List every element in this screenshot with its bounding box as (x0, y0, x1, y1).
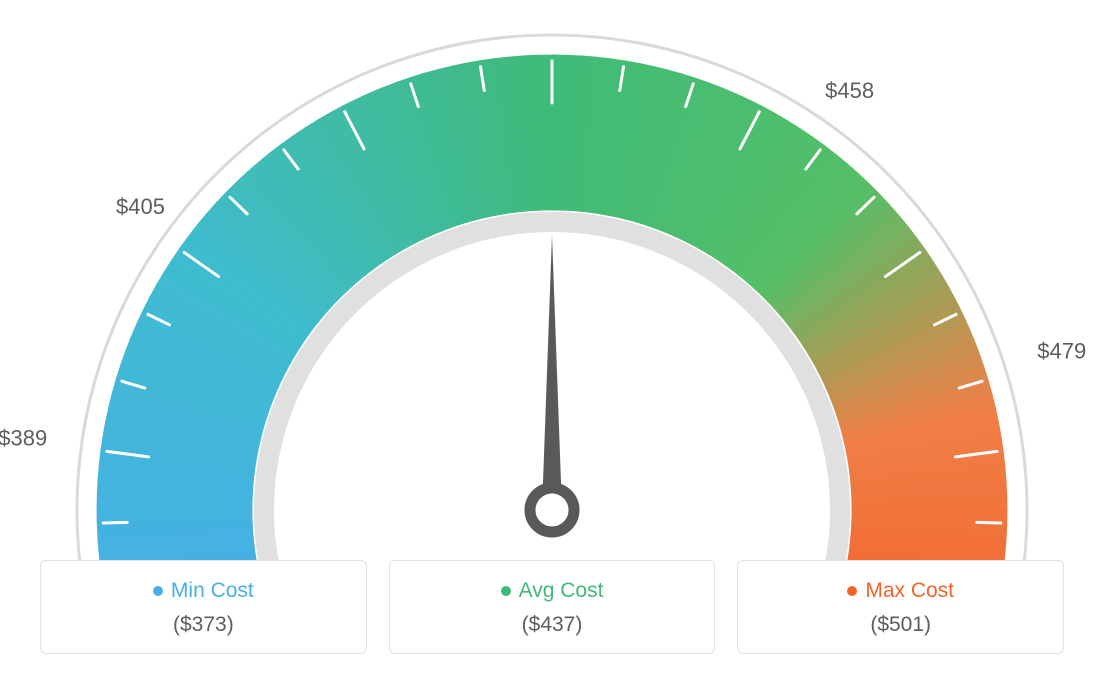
legend-title-line: Avg Cost (400, 579, 705, 603)
legend-title-line: Max Cost (748, 579, 1053, 603)
legend-title: Min Cost (171, 579, 254, 603)
legend-title-line: Min Cost (51, 579, 356, 603)
legend-title: Max Cost (865, 579, 954, 603)
tick-label: $405 (116, 194, 165, 219)
legend-row: Min Cost ($373) Avg Cost ($437) Max Cost ($50… (0, 560, 1104, 654)
gauge-area: $373$389$405$437$458$479$501 (0, 0, 1104, 560)
legend-dot-icon (847, 586, 857, 596)
legend-card: Avg Cost ($437) (389, 560, 716, 654)
legend-value: ($437) (400, 613, 705, 637)
gauge-svg: $373$389$405$437$458$479$501 (0, 0, 1104, 560)
legend-card: Min Cost ($373) (40, 560, 367, 654)
tick-label: $479 (1037, 339, 1086, 364)
tick-label: $458 (825, 78, 874, 103)
legend-card: Max Cost ($501) (737, 560, 1064, 654)
legend-title: Avg Cost (519, 579, 604, 603)
tick-label: $437 (528, 0, 577, 2)
legend-value: ($373) (51, 613, 356, 637)
legend-dot-icon (501, 586, 511, 596)
chart-container: $373$389$405$437$458$479$501 Min Cost($3… (0, 0, 1104, 690)
legend-dot-icon (153, 586, 163, 596)
gauge-needle (530, 235, 574, 532)
tick-label: $389 (0, 425, 47, 450)
legend-value: ($501) (748, 613, 1053, 637)
